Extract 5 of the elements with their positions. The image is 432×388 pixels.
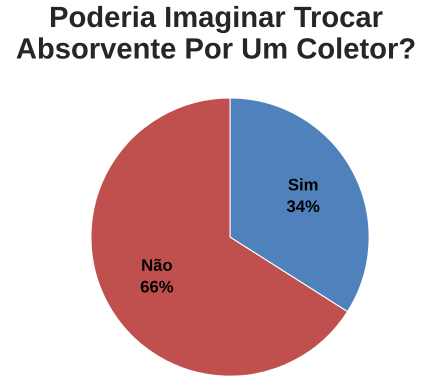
data-label: 66% — [140, 280, 174, 293]
data-label: 34% — [286, 200, 320, 212]
slice-label: Não — [142, 258, 172, 271]
slice-label: Sim — [288, 178, 318, 191]
chart-title: Poderia Imaginar Trocar Absorvente Por Um Coletor? — [16, 6, 414, 59]
